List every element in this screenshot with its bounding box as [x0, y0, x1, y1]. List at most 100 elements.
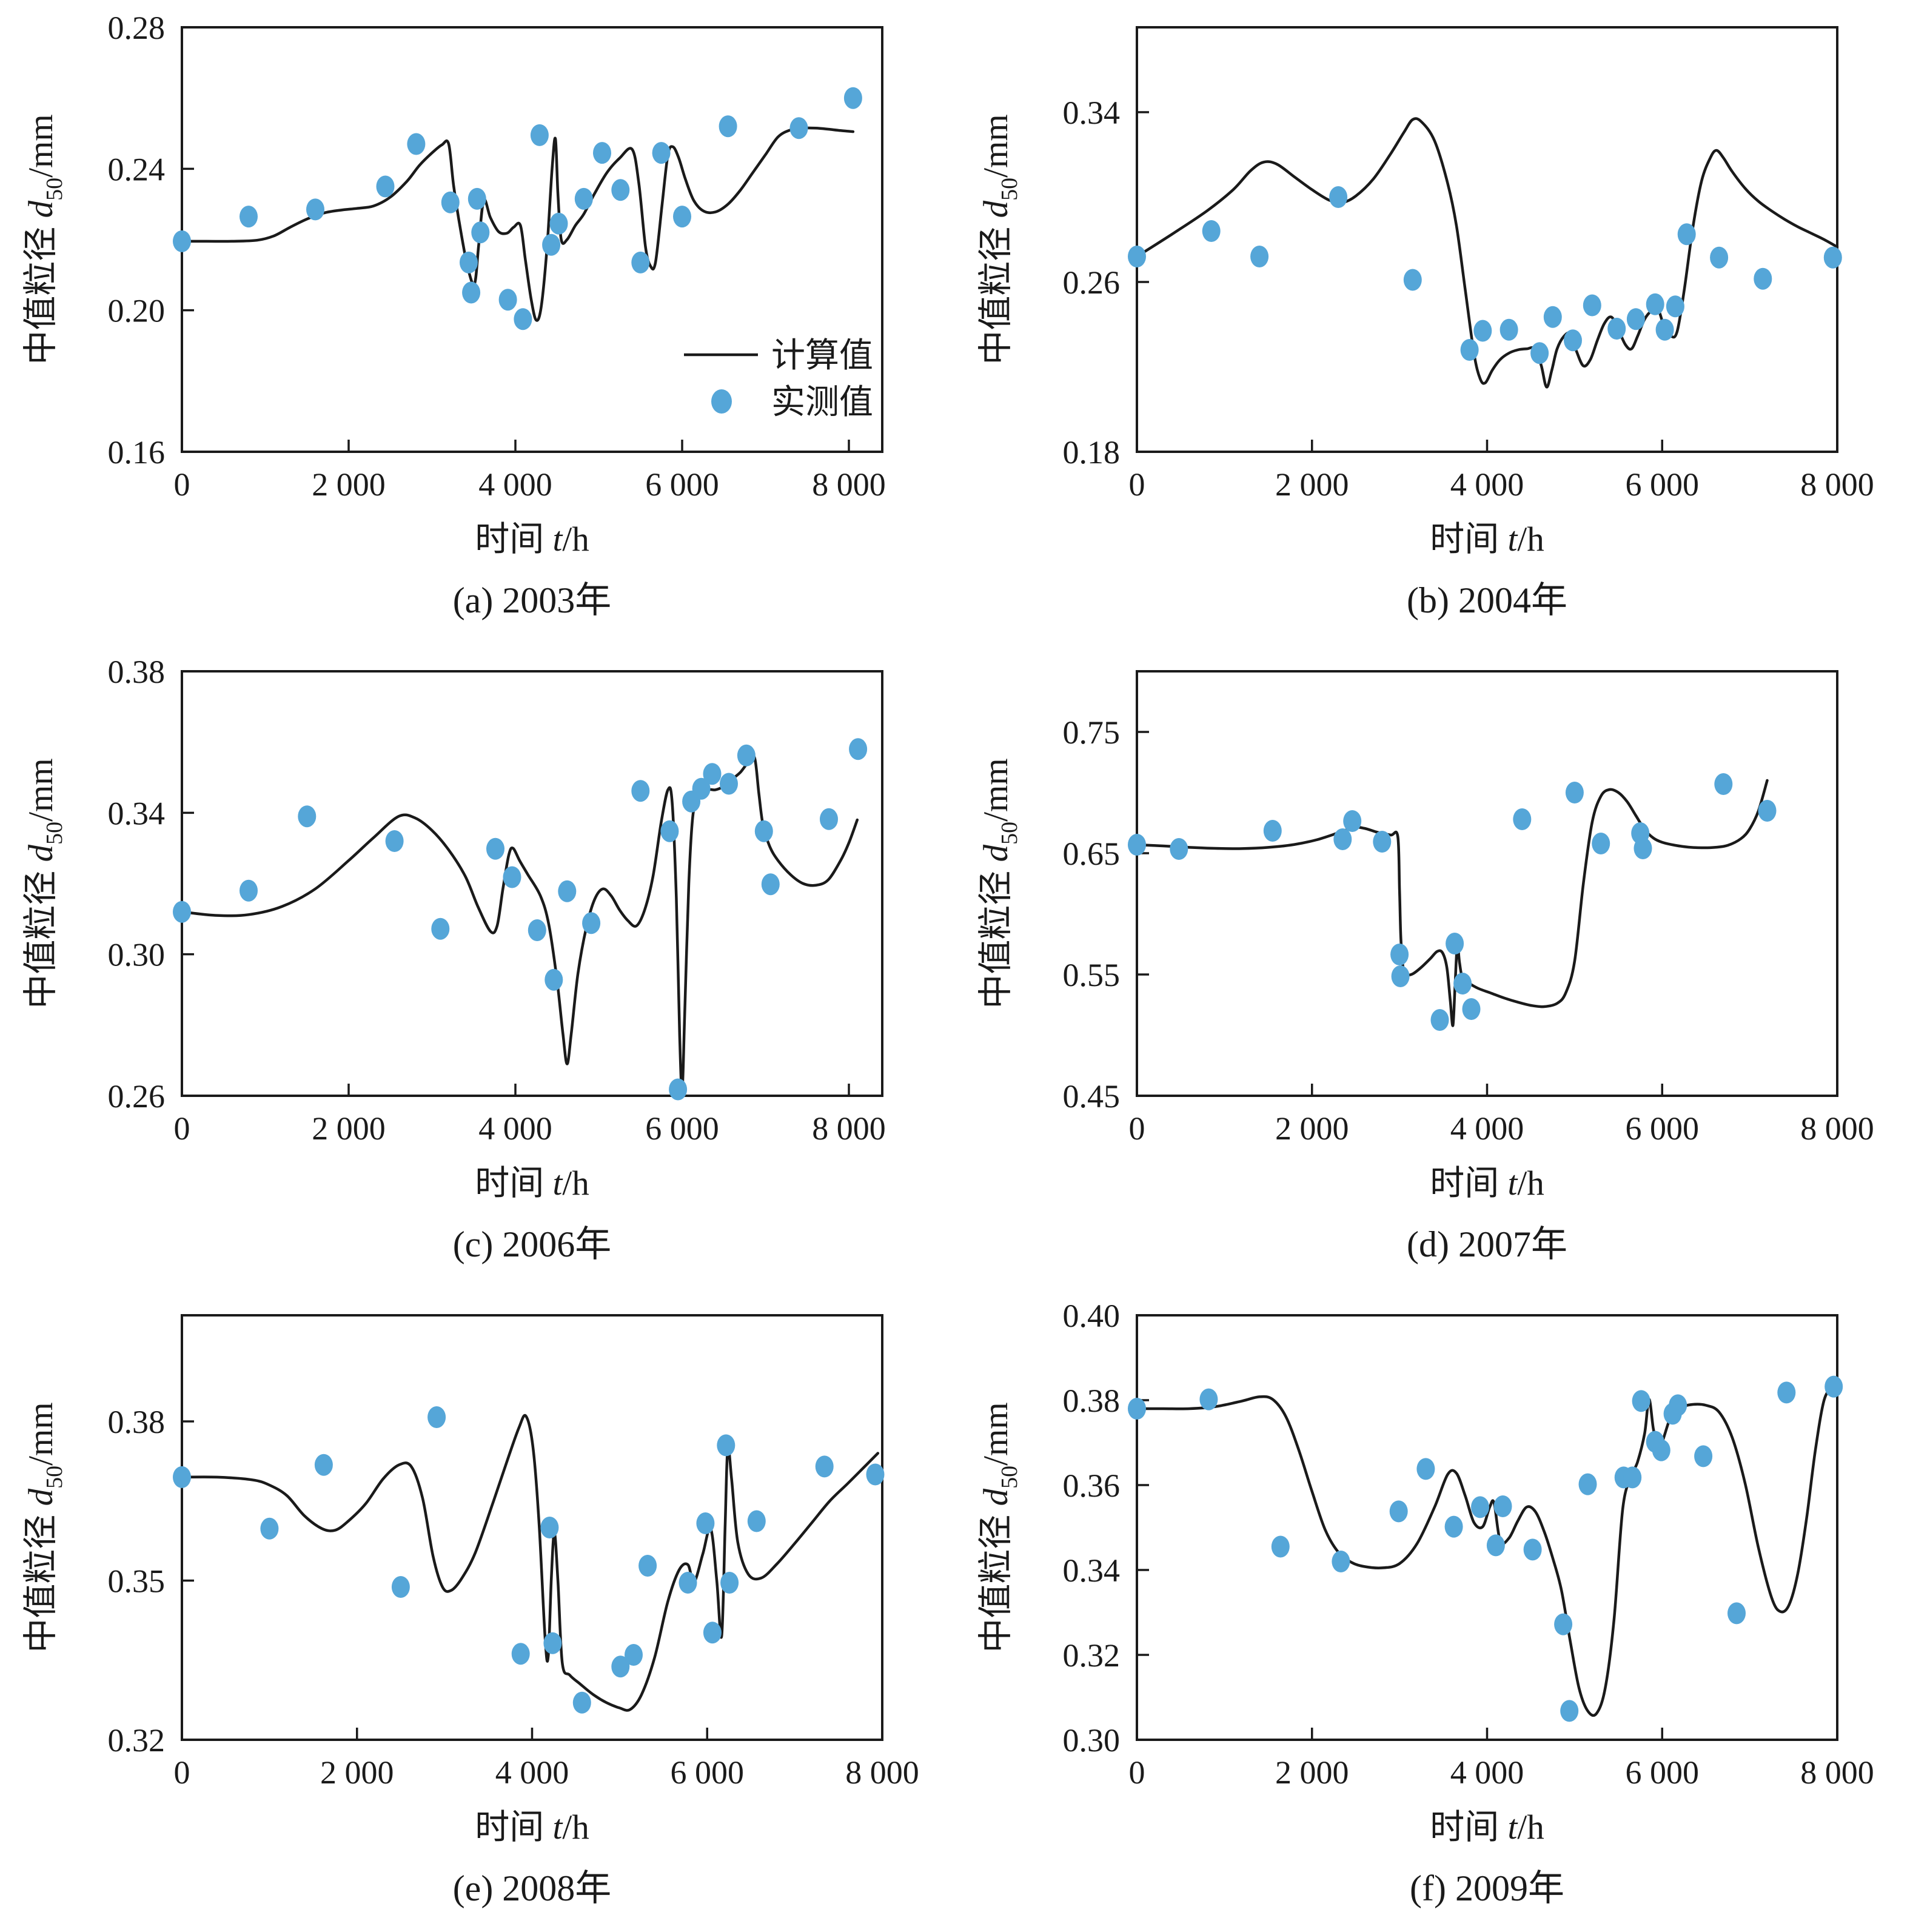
measured-dot [660, 820, 679, 842]
axis-title-prefix: 时间 [1430, 1164, 1507, 1202]
measured-dot [1607, 318, 1626, 340]
measured-dot [1666, 295, 1684, 318]
axis-title-var: t [1508, 1164, 1518, 1202]
measured-dot [1754, 267, 1772, 290]
y-tick-label: 0.65 [1063, 836, 1121, 872]
x-tick-label: 6 000 [671, 1754, 745, 1791]
x-tick-label: 2 000 [1275, 466, 1349, 503]
subplot-e: 0 2 000 4 000 6 000 8 000 0.32 0.35 0.38 时间 t/h 中… [0, 1288, 955, 1932]
subplot-caption: (c) 2006年 [453, 1224, 612, 1264]
y-tick-label: 0.36 [1063, 1467, 1121, 1504]
subplot-e-svg: 0 2 000 4 000 6 000 8 000 0.32 0.35 0.38 时间 t/h 中… [22, 1314, 919, 1908]
measured-dot [1263, 820, 1282, 842]
x-tick-label: 0 [1129, 466, 1145, 503]
y-tick-label: 0.34 [108, 795, 166, 831]
measured-dot [376, 175, 395, 198]
calculated-line [180, 126, 855, 322]
x-tick-label: 8 000 [812, 1110, 886, 1147]
x-tick-label: 4 000 [1450, 466, 1524, 503]
measured-dot [511, 1643, 530, 1665]
axis-title-prefix: 中值粒径 [977, 1506, 1015, 1652]
subplot-c-svg: 0 2 000 4 000 6 000 8 000 0.26 0.30 0.34 0.38 时间 … [22, 654, 886, 1264]
measured-dot [1128, 834, 1146, 856]
axis-title-prefix: 时间 [1430, 1808, 1507, 1846]
y-axis-title: 中值粒径 d50/mm [977, 114, 1022, 364]
measured-dot [173, 901, 191, 923]
x-tick-label: 2 000 [1275, 1110, 1349, 1147]
axis-title-prefix: 时间 [475, 1164, 552, 1202]
measured-dot [611, 179, 630, 201]
measured-dot [1391, 965, 1410, 987]
axis-title-suffix: /h [562, 520, 589, 558]
plot-frame [181, 1314, 883, 1741]
x-tick-label: 2 000 [312, 1110, 386, 1147]
measured-dot [1669, 1394, 1687, 1417]
measured-dot [1403, 269, 1422, 291]
measured-dot [1199, 1388, 1218, 1410]
axis-title-prefix: 中值粒径 [977, 218, 1015, 364]
subplot-d: 0 2 000 4 000 6 000 8 000 0.45 0.55 0.65 0.75 时间 … [955, 644, 1910, 1288]
subplot-f-svg: 0 2 000 4 000 6 000 8 000 0.30 0.32 0.34 0.36 0.3… [977, 1298, 1874, 1908]
x-tick-label: 2 000 [1275, 1754, 1349, 1791]
measured-dot [1694, 1445, 1713, 1467]
axis-title-var: t [553, 1164, 563, 1202]
x-tick-label: 6 000 [645, 466, 719, 503]
calculated-line [1135, 779, 1769, 1027]
y-tick-label: 0.30 [1063, 1722, 1121, 1759]
measured-dot [638, 1555, 657, 1577]
measured-dot [1332, 1551, 1350, 1572]
measured-dot [558, 880, 577, 902]
measured-dot [1564, 329, 1582, 352]
measured-dot [1592, 833, 1610, 854]
measured-dot [1373, 831, 1392, 853]
axis-title-prefix: 中值粒径 [22, 1506, 60, 1652]
measured-dot [1677, 223, 1696, 246]
measured-dot [866, 1463, 885, 1486]
x-tick-label: 6 000 [1626, 1110, 1700, 1147]
y-tick-label: 0.26 [108, 1078, 166, 1115]
subplot-caption: (e) 2008年 [453, 1868, 612, 1908]
x-tick-label: 0 [174, 1754, 190, 1791]
subplot-caption: (f) 2009年 [1410, 1868, 1564, 1908]
measured-dot [754, 820, 773, 842]
measured-dot [1271, 1535, 1290, 1558]
measured-dot [514, 308, 532, 330]
measured-dot [486, 837, 504, 860]
measured-dot [1758, 800, 1777, 822]
measured-dot [1565, 782, 1584, 803]
axis-title-suffix: /mm [22, 1402, 60, 1466]
measured-dot [761, 873, 780, 896]
measured-dot [720, 1572, 739, 1594]
measured-dot [1560, 1700, 1579, 1722]
measured-dot [820, 808, 838, 830]
plot-frame [1136, 1314, 1838, 1741]
measured-dot [1329, 186, 1348, 208]
measured-dot [1623, 1466, 1642, 1489]
measured-dot [1554, 1613, 1573, 1635]
axis-title-var: t [1508, 520, 1518, 558]
x-tick-label: 6 000 [645, 1110, 719, 1147]
measured-dot [545, 968, 563, 991]
measured-dot [843, 87, 862, 109]
plot-frame [1136, 670, 1838, 1097]
measured-dot [631, 780, 650, 802]
subplot-a-svg: 0 2 000 4 000 6 000 8 000 0.16 0.20 0.24 0.28 时间 … [22, 10, 886, 620]
axis-title-var: t [553, 520, 563, 558]
measured-dot [1632, 1390, 1650, 1412]
y-tick-label: 0.32 [1063, 1637, 1121, 1674]
subplot-c: 0 2 000 4 000 6 000 8 000 0.26 0.30 0.34 0.38 时间 … [0, 644, 955, 1288]
legend-dot-label: 实测值 [771, 384, 873, 421]
x-tick-label: 2 000 [312, 466, 386, 503]
x-tick-label: 0 [1129, 1110, 1145, 1147]
x-tick-label: 4 000 [478, 1110, 552, 1147]
y-tick-label: 0.16 [108, 434, 166, 471]
measured-dot [460, 251, 478, 273]
x-axis-title: 时间 t/h [475, 520, 589, 558]
calculated-line [1135, 117, 1839, 389]
y-tick-label: 0.45 [1063, 1078, 1121, 1115]
axis-title-prefix: 中值粒径 [977, 862, 1015, 1008]
measured-dot [1530, 342, 1549, 364]
measured-dot [815, 1455, 834, 1478]
measured-dot [471, 221, 490, 244]
measured-dot [1578, 1473, 1597, 1495]
